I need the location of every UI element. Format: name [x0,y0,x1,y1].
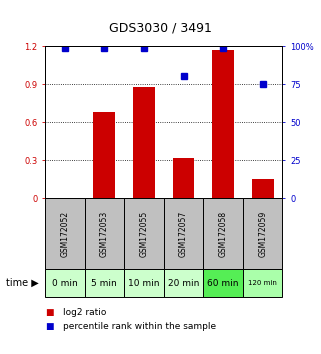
Text: log2 ratio: log2 ratio [63,308,106,317]
Text: GSM172053: GSM172053 [100,211,109,257]
Text: GDS3030 / 3491: GDS3030 / 3491 [109,21,212,34]
Text: GSM172058: GSM172058 [219,211,228,257]
Text: ■: ■ [45,308,53,317]
Text: 0 min: 0 min [52,279,78,288]
Bar [133,87,155,198]
Text: percentile rank within the sample: percentile rank within the sample [63,322,216,331]
Bar [93,112,115,198]
Bar [173,158,195,198]
Text: GSM172059: GSM172059 [258,211,267,257]
Text: 10 min: 10 min [128,279,160,288]
Text: 60 min: 60 min [207,279,239,288]
Text: time ▶: time ▶ [6,278,39,288]
Text: GSM172052: GSM172052 [60,211,69,257]
Bar [212,50,234,198]
Text: ■: ■ [45,322,53,331]
Text: GSM172055: GSM172055 [139,211,148,257]
Text: GSM172057: GSM172057 [179,211,188,257]
Text: 5 min: 5 min [91,279,117,288]
Bar [252,179,273,198]
Text: 120 min: 120 min [248,280,277,286]
Text: 20 min: 20 min [168,279,199,288]
